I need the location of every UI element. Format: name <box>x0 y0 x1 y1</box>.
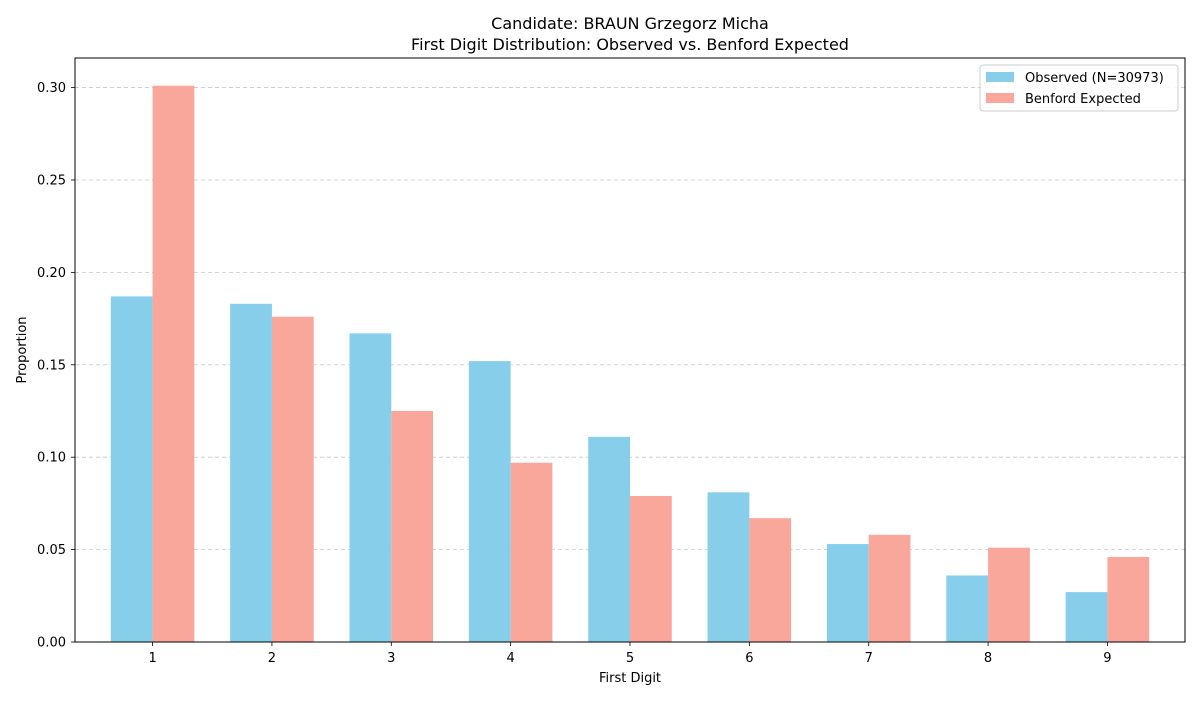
y-tick-label: 0.30 <box>37 81 66 96</box>
bar-observed-2 <box>230 303 272 642</box>
x-tick-label: 8 <box>984 651 992 666</box>
bar-benford-5 <box>630 496 672 642</box>
bar-benford-6 <box>749 518 792 642</box>
y-axis-label: Proportion <box>15 316 30 383</box>
x-tick-label: 7 <box>865 651 873 666</box>
bar-observed-9 <box>1065 592 1108 642</box>
y-tick-label: 0.25 <box>37 173 66 188</box>
x-tick-label: 9 <box>1103 651 1111 666</box>
y-tick-label: 0.15 <box>37 358 66 373</box>
ticks: 0.00 0.05 0.10 0.15 0.20 0.25 0.30 1 2 3 4 5 6 7 8 9 <box>37 81 1112 666</box>
bar-observed-8 <box>946 575 989 642</box>
bar-observed-6 <box>707 492 750 642</box>
bar-benford-8 <box>988 547 1030 642</box>
legend-swatch <box>986 93 1014 103</box>
chart-title-line-1: Candidate: BRAUN Grzegorz Micha <box>491 14 769 33</box>
bar-benford-2 <box>271 316 314 642</box>
legend: Observed (N=30973) Benford Expected <box>979 64 1179 112</box>
x-axis-label: First Digit <box>599 671 661 686</box>
x-tick-label: 3 <box>387 651 395 666</box>
bar-benford-7 <box>868 534 911 642</box>
bar-benford-4 <box>510 462 553 642</box>
bar-benford-3 <box>391 410 434 642</box>
chart-title-line-2: First Digit Distribution: Observed vs. B… <box>411 35 849 54</box>
x-tick-label: 1 <box>148 651 156 666</box>
bar-observed-7 <box>826 544 869 642</box>
legend-label: Benford Expected <box>1025 92 1141 107</box>
bar-observed-5 <box>588 436 630 642</box>
y-tick-label: 0.10 <box>37 451 66 466</box>
bar-observed-3 <box>349 333 392 642</box>
bars <box>110 85 1150 643</box>
legend-swatch <box>986 72 1014 82</box>
y-tick-label: 0.00 <box>37 636 66 651</box>
x-tick-label: 2 <box>268 651 276 666</box>
x-tick-label: 4 <box>507 651 515 666</box>
bar-benford-9 <box>1107 556 1150 642</box>
bar-benford-1 <box>152 85 195 643</box>
bar-observed-4 <box>468 361 511 642</box>
bar-observed-1 <box>110 296 153 642</box>
y-tick-label: 0.05 <box>37 543 66 558</box>
x-tick-label: 5 <box>626 651 634 666</box>
legend-label: Observed (N=30973) <box>1025 71 1164 86</box>
legend-box <box>979 64 1179 112</box>
y-tick-label: 0.20 <box>37 266 66 281</box>
x-tick-label: 6 <box>745 651 753 666</box>
